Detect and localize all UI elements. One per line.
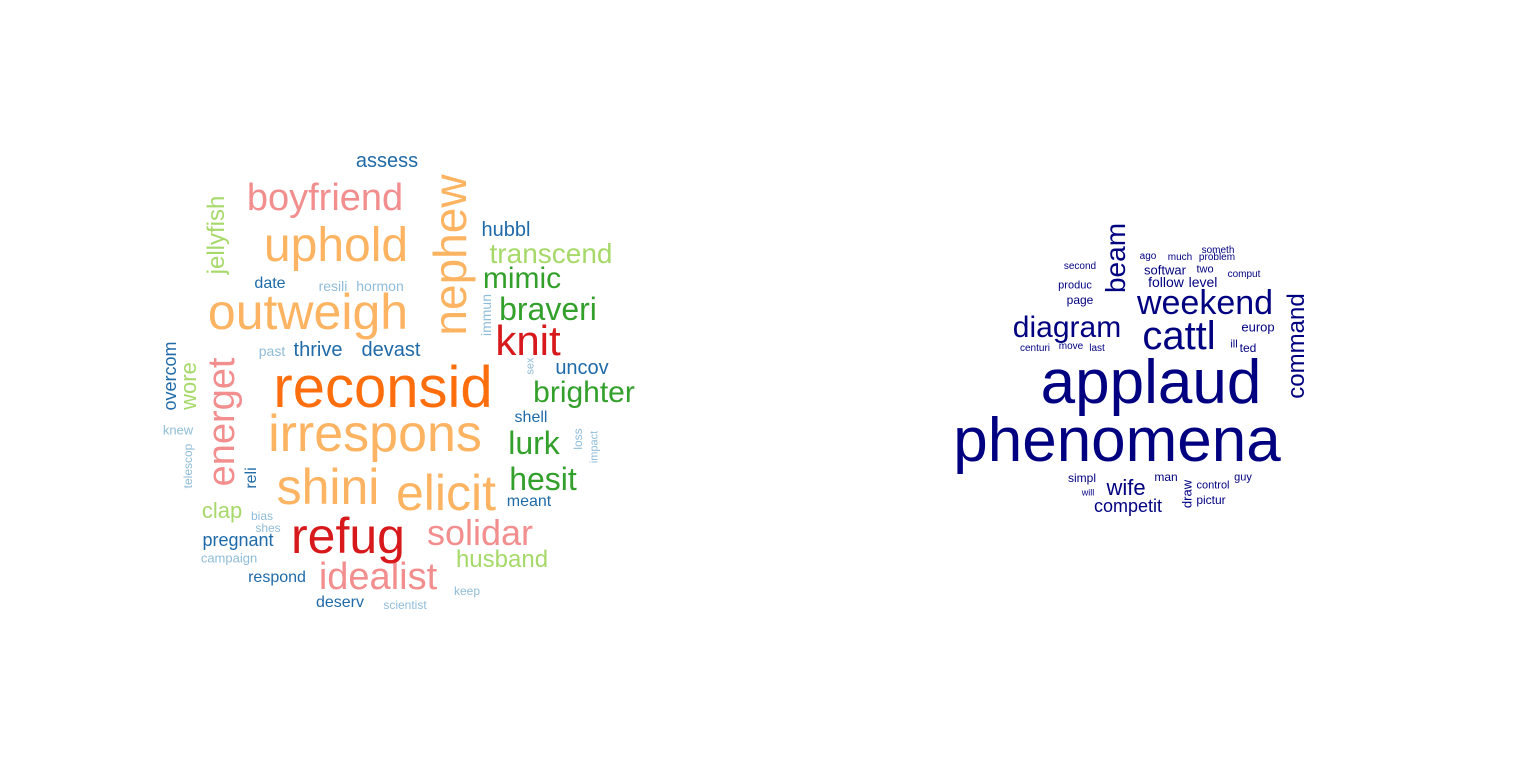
- word-respond: respond: [248, 569, 306, 586]
- word-europ: europ: [1241, 319, 1275, 335]
- word-wore: wore: [176, 362, 201, 410]
- word-campaign: campaign: [200, 550, 258, 566]
- word-much: much: [1167, 252, 1193, 263]
- word-shes: shes: [255, 521, 281, 535]
- word-deserv: deserv: [315, 594, 365, 611]
- word-follow: follow: [1148, 274, 1184, 290]
- word-control: control: [1196, 479, 1230, 492]
- word-telescop: telescop: [181, 443, 195, 489]
- word-clap: clap: [201, 498, 243, 523]
- word-knew: knew: [162, 422, 194, 438]
- word-braveri: braveri: [499, 291, 597, 327]
- word-hubbl: hubbl: [481, 219, 531, 241]
- word-cloud-left: reconsid irrespons outweigh uphold nephew shi…: [160, 150, 635, 612]
- word-problem: problem: [1198, 252, 1236, 263]
- word-thrive: thrive: [293, 339, 343, 361]
- word-cloud-right: applaud phenomena cattl weekend diagram beam c…: [768, 0, 1536, 768]
- word-two: two: [1196, 263, 1214, 276]
- word-meant: meant: [506, 493, 552, 510]
- word-level: level: [1188, 274, 1218, 290]
- word-ted: ted: [1239, 341, 1257, 355]
- word-resili: resili: [318, 278, 348, 294]
- word-draw: draw: [1179, 479, 1195, 509]
- word-lurk: lurk: [508, 425, 560, 461]
- word-uncov: uncov: [555, 357, 609, 379]
- word-second: second: [1063, 261, 1097, 272]
- word-cattl: cattl: [1142, 314, 1216, 358]
- word-shell: shell: [514, 409, 548, 426]
- word-phenomena: phenomena: [953, 406, 1281, 475]
- word-ill: ill: [1230, 338, 1238, 351]
- word-shini: shini: [276, 459, 380, 515]
- word-scientist: scientist: [383, 598, 427, 612]
- word-simpl: simpl: [1067, 471, 1097, 485]
- word-wife: wife: [1106, 475, 1146, 500]
- word-beam: beam: [1100, 222, 1131, 294]
- word-impact: impact: [588, 430, 601, 464]
- word-immun: immun: [478, 293, 494, 337]
- word-will: will: [1081, 487, 1095, 498]
- word-someth: someth: [1201, 245, 1235, 256]
- word-hesit: hesit: [509, 461, 577, 497]
- word-assess: assess: [355, 150, 419, 172]
- word-comput: comput: [1227, 269, 1261, 280]
- word-keep: keep: [453, 584, 481, 598]
- word-brighter: brighter: [533, 376, 635, 409]
- word-guy: guy: [1234, 471, 1252, 484]
- word-date: date: [254, 275, 286, 292]
- word-past: past: [258, 343, 286, 359]
- word-page: page: [1066, 293, 1094, 307]
- word-ago: ago: [1139, 251, 1157, 262]
- word-command: command: [1283, 293, 1310, 399]
- word-centuri: centuri: [1019, 343, 1051, 354]
- word-boyfriend: boyfriend: [246, 177, 404, 219]
- word-last: last: [1089, 343, 1105, 354]
- word-energet: energet: [201, 357, 243, 487]
- word-irrespons: irrespons: [268, 405, 482, 463]
- word-jellyfish: jellyfish: [203, 195, 230, 275]
- word-overcom: overcom: [160, 341, 180, 411]
- word-husband: husband: [455, 546, 549, 573]
- word-nephew: nephew: [424, 174, 476, 336]
- word-bias: bias: [250, 509, 274, 523]
- word-transcend: transcend: [489, 238, 613, 269]
- word-weekend: weekend: [1136, 284, 1274, 322]
- word-devast: devast: [361, 339, 421, 361]
- word-pictur: pictur: [1196, 493, 1226, 507]
- word-loss: loss: [571, 428, 585, 450]
- word-outweigh: outweigh: [207, 284, 409, 340]
- word-hormon: hormon: [356, 278, 404, 294]
- word-sex: sex: [524, 357, 537, 375]
- word-solidar: solidar: [426, 512, 534, 553]
- word-softwar: softwar: [1144, 262, 1186, 278]
- word-man: man: [1154, 470, 1178, 484]
- word-knit: knit: [495, 317, 561, 364]
- word-move: move: [1058, 341, 1084, 352]
- word-reconsid: reconsid: [273, 355, 493, 420]
- word-competit: competit: [1093, 496, 1163, 516]
- word-produc: produc: [1058, 279, 1092, 292]
- word-reli: reli: [243, 467, 260, 489]
- word-refug: refug: [291, 508, 405, 564]
- word-pregnant: pregnant: [202, 530, 274, 550]
- word-mimic: mimic: [482, 262, 562, 295]
- word-uphold: uphold: [263, 219, 409, 272]
- word-idealist: idealist: [318, 556, 438, 598]
- word-diagram: diagram: [1012, 311, 1122, 344]
- word-applaud: applaud: [1040, 348, 1262, 417]
- word-elicit: elicit: [395, 465, 497, 521]
